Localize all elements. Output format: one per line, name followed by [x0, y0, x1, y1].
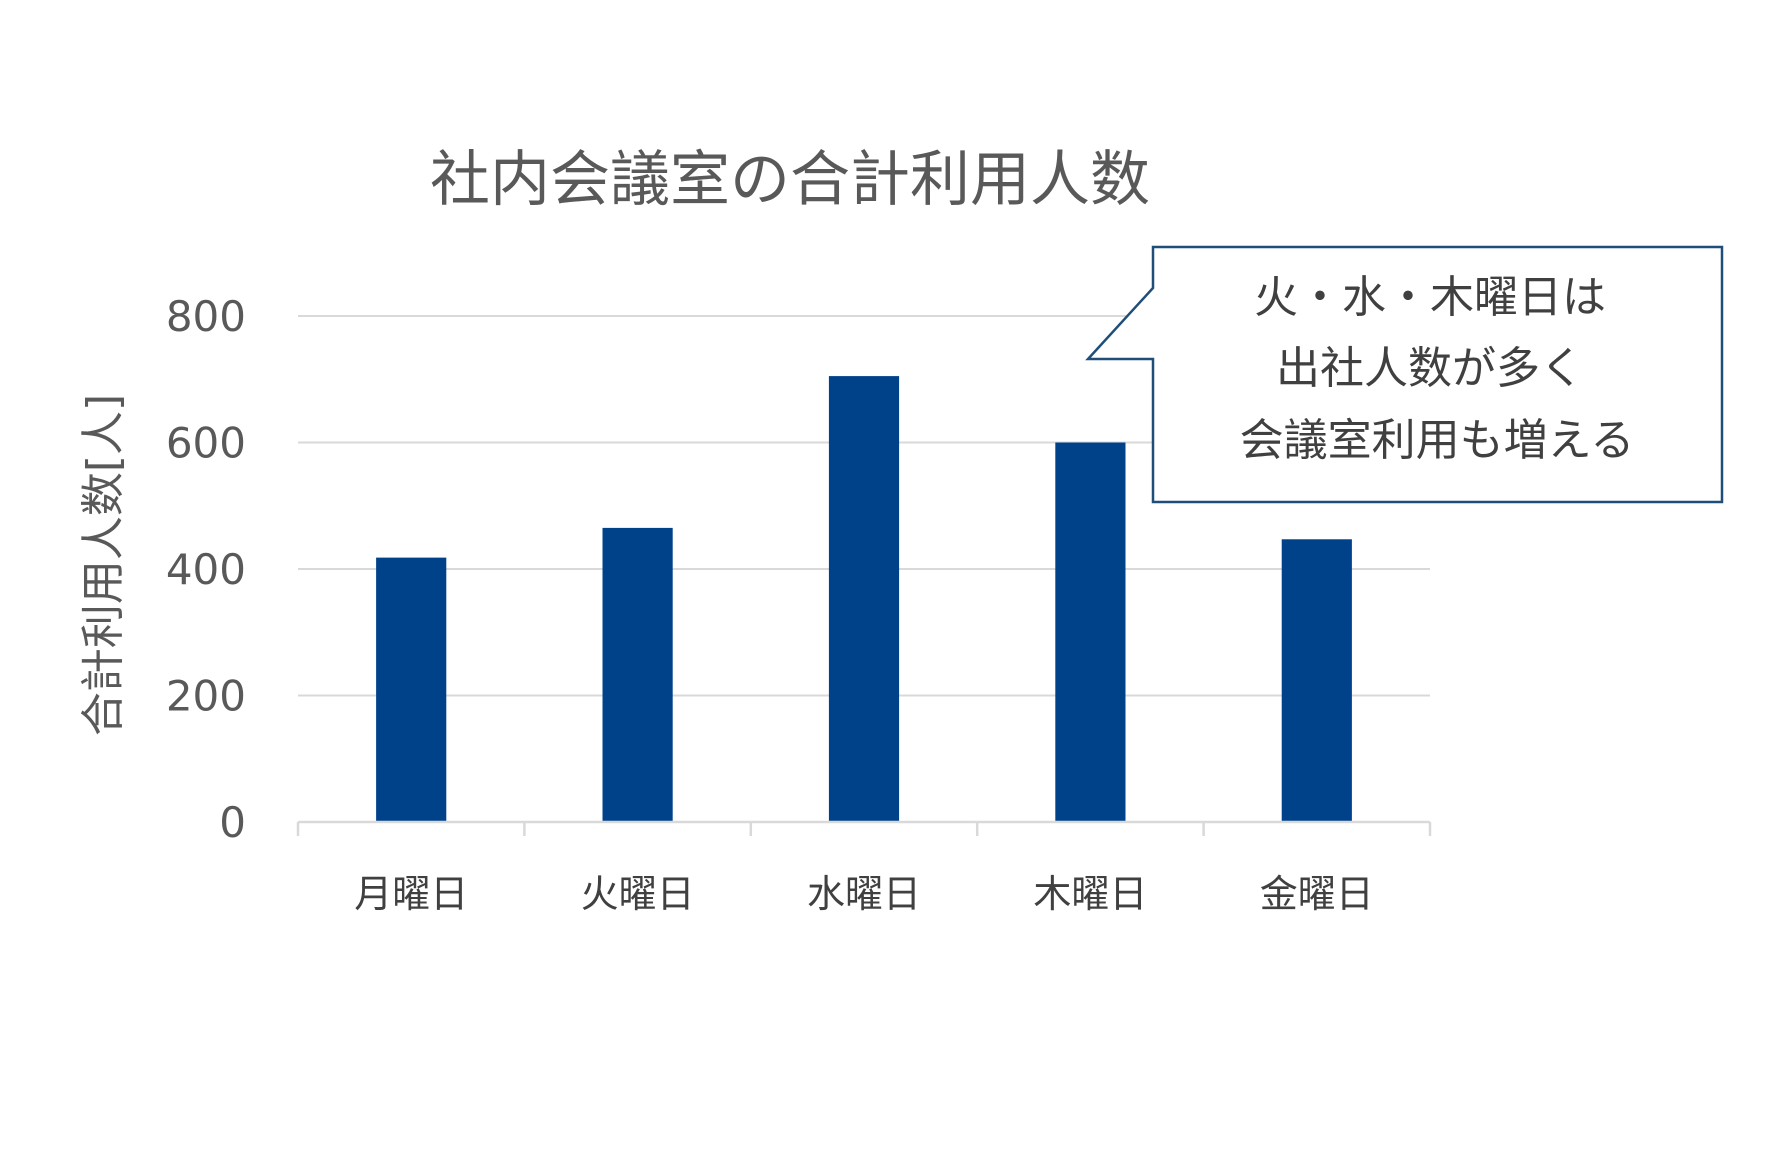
x-axis	[296, 820, 1432, 836]
callout-text: 火・水・木曜日は 出社人数が多く 会議室利用も増える	[1240, 272, 1635, 466]
bar-5	[1281, 539, 1352, 822]
callout-line-1: 火・水・木曜日は	[1254, 272, 1606, 323]
bars	[376, 376, 1352, 822]
x-tick-label: 火曜日	[581, 872, 695, 916]
x-tick-label: 木曜日	[1033, 872, 1147, 916]
bar-2	[602, 527, 673, 822]
y-tick-label: 0	[219, 798, 246, 847]
y-tick-label: 400	[166, 545, 246, 594]
x-tick-labels: 月曜日 火曜日 水曜日 木曜日 金曜日	[354, 872, 1374, 916]
chart-title: 社内会議室の合計利用人数	[430, 145, 1150, 215]
y-tick-label: 800	[166, 292, 246, 341]
callout-line-3: 会議室利用も増える	[1240, 415, 1635, 466]
bar-1	[376, 557, 447, 822]
x-tick-label: 金曜日	[1260, 872, 1374, 916]
y-tick-label: 200	[166, 672, 246, 721]
callout-line-2: 出社人数が多く	[1276, 343, 1584, 394]
x-tick-label: 月曜日	[354, 872, 468, 916]
x-tick-label: 水曜日	[807, 872, 921, 916]
annotation-callout: 火・水・木曜日は 出社人数が多く 会議室利用も増える	[1085, 245, 1724, 504]
y-axis-label: 合計利用人数[人]	[78, 394, 129, 736]
bar-3	[828, 376, 900, 822]
y-tick-label: 600	[166, 419, 246, 468]
bar-4	[1055, 442, 1126, 822]
callout-box	[1085, 245, 1724, 504]
y-tick-labels: 0 200 400 600 800	[166, 292, 246, 847]
